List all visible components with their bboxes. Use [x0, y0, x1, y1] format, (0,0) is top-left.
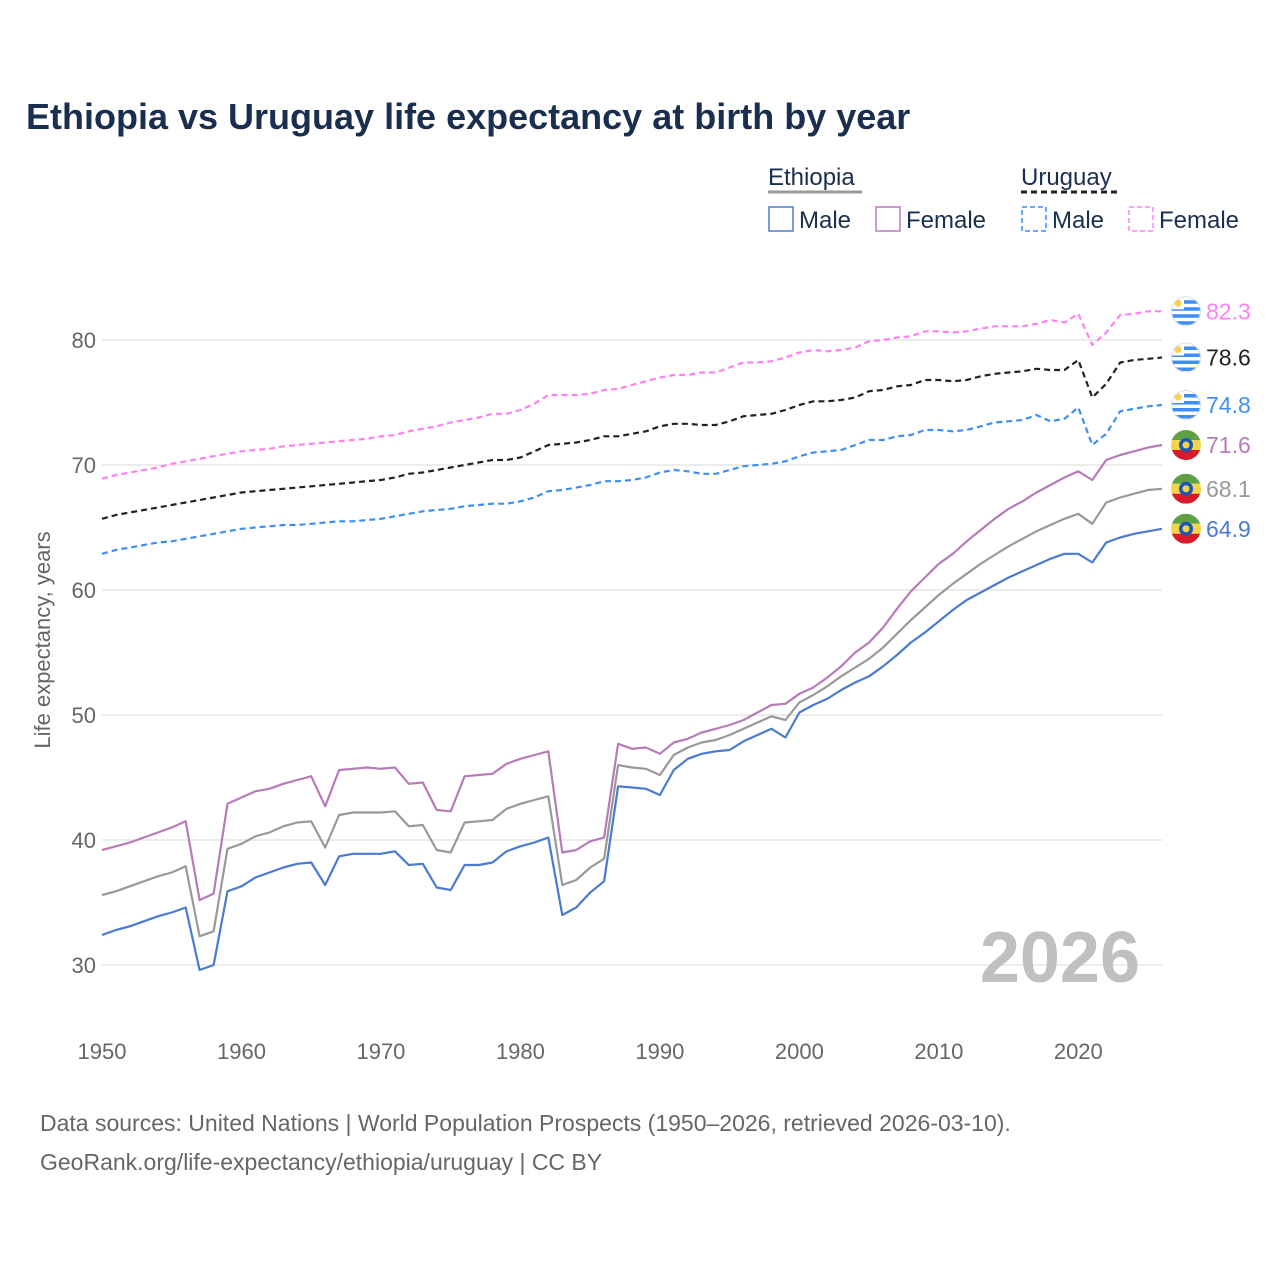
- x-tick-label: 1950: [78, 1039, 127, 1064]
- legend-eth-female[interactable]: Female: [906, 207, 986, 234]
- line-eth-both: [101, 487, 1163, 938]
- legend-uru-male[interactable]: Male: [1052, 207, 1104, 234]
- y-axis-ticks: 30 40 50 60 70 80: [72, 328, 96, 978]
- x-axis-ticks: 1950 1960 1970 1980 1990 2000 2010 2020: [78, 1039, 1103, 1064]
- line-eth-male: [101, 527, 1163, 972]
- ethiopia-flag-icon: [1171, 430, 1201, 460]
- end-labels: 82.3 78.6 74.8 71.6 68.1 64.9: [1171, 296, 1251, 544]
- y-tick-label: 40: [72, 828, 96, 853]
- ethiopia-flag-icon: [1171, 473, 1201, 504]
- end-label-uru-female: 82.3: [1206, 298, 1251, 324]
- line-eth-female: [101, 443, 1163, 902]
- legend-group-uruguay: Uruguay: [1021, 164, 1112, 191]
- end-label-uru-both: 78.6: [1206, 345, 1251, 371]
- line-uru-both: [101, 356, 1163, 520]
- year-watermark: 2026: [980, 918, 1140, 998]
- legend-swatch-uru-male[interactable]: [1021, 206, 1047, 232]
- end-label-eth-female: 71.6: [1206, 432, 1251, 458]
- line-uru-male: [101, 403, 1163, 555]
- source-line-2[interactable]: GeoRank.org/life-expectancy/ethiopia/uru…: [40, 1149, 602, 1175]
- source-line-1: Data sources: United Nations | World Pop…: [40, 1110, 1011, 1136]
- legend-group-ethiopia: Ethiopia: [768, 164, 855, 191]
- legend-swatch-eth-male[interactable]: [768, 206, 794, 232]
- x-tick-label: 2020: [1054, 1039, 1103, 1064]
- series-lines: [101, 310, 1163, 972]
- y-axis-label: Life expectancy, years: [30, 531, 55, 748]
- y-tick-label: 60: [72, 578, 96, 603]
- legend-swatch-uru-female[interactable]: [1128, 206, 1154, 232]
- end-label-eth-both: 68.1: [1206, 476, 1251, 502]
- gridlines: [102, 339, 1162, 966]
- uruguay-flag-icon: [1171, 390, 1201, 420]
- end-label-eth-male: 64.9: [1206, 516, 1251, 542]
- y-tick-label: 30: [72, 953, 96, 978]
- y-tick-label: 50: [72, 703, 96, 728]
- uruguay-flag-icon: [1171, 342, 1201, 373]
- line-uru-female: [101, 310, 1162, 480]
- ethiopia-flag-icon: [1171, 513, 1201, 544]
- end-label-uru-male: 74.8: [1206, 392, 1251, 418]
- y-tick-label: 70: [72, 453, 96, 478]
- x-tick-label: 2000: [775, 1039, 824, 1064]
- uruguay-flag-icon: [1171, 296, 1201, 327]
- x-tick-label: 2010: [914, 1039, 963, 1064]
- legend-eth-male[interactable]: Male: [799, 207, 851, 234]
- y-tick-label: 80: [72, 328, 96, 353]
- x-tick-label: 1970: [356, 1039, 405, 1064]
- x-tick-label: 1990: [635, 1039, 684, 1064]
- x-tick-label: 1960: [217, 1039, 266, 1064]
- x-tick-label: 1980: [496, 1039, 545, 1064]
- legend: Ethiopia Male Female Uruguay Male Female: [768, 164, 1239, 234]
- chart-title: Ethiopia vs Uruguay life expectancy at b…: [26, 96, 910, 137]
- legend-swatch-eth-female[interactable]: [875, 206, 901, 232]
- legend-uru-female[interactable]: Female: [1159, 207, 1239, 234]
